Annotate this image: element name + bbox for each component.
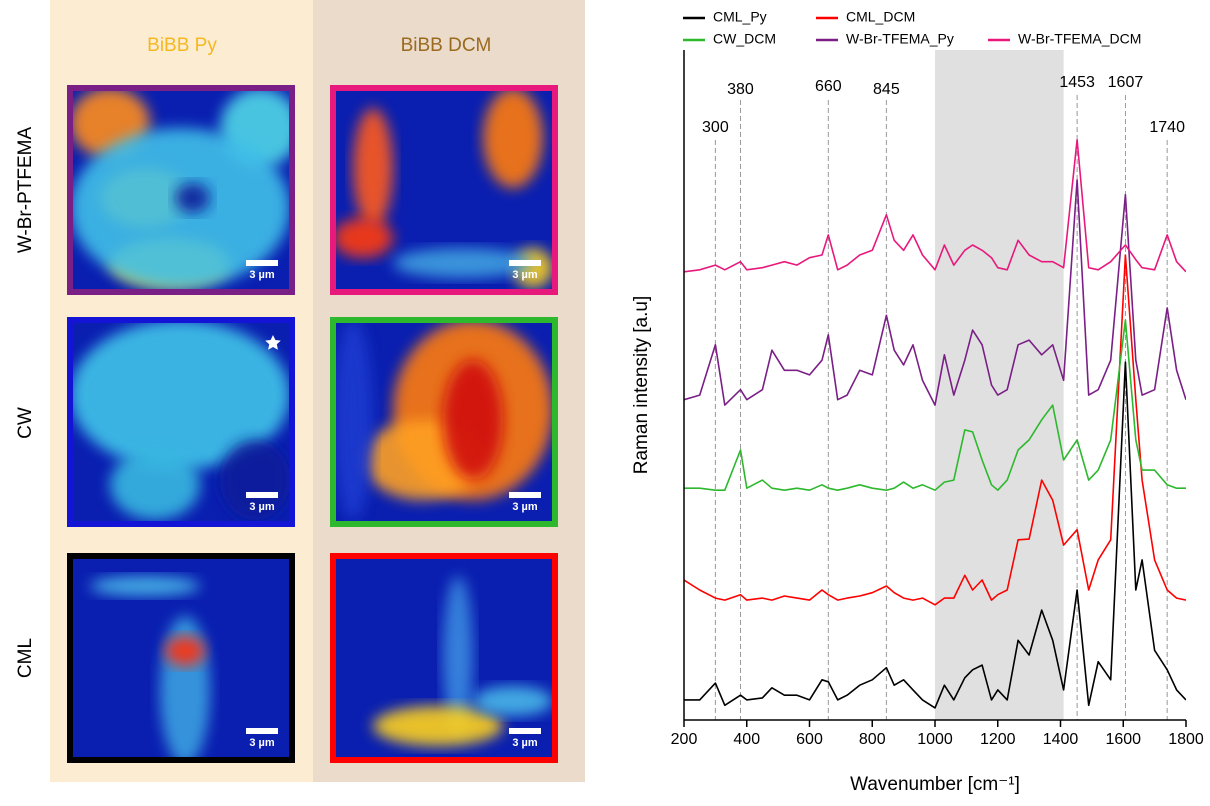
peak-label: 300 <box>702 119 729 136</box>
x-tick-label: 800 <box>859 731 886 748</box>
map-border <box>67 317 295 527</box>
map-blob <box>483 88 543 188</box>
map-border <box>330 85 558 295</box>
map-border <box>330 553 558 763</box>
map-border <box>67 85 295 295</box>
map: 3 µm <box>330 553 558 763</box>
map: 3 µm <box>67 553 295 763</box>
peak-label: 660 <box>815 78 842 95</box>
peak-label: 1740 <box>1149 119 1185 136</box>
column-header: BiBB Py <box>147 35 217 56</box>
scale-bar <box>246 492 278 498</box>
map-image <box>70 320 292 524</box>
map-blob <box>393 248 533 278</box>
spectrum-line <box>684 361 1186 709</box>
map-blob <box>443 576 473 736</box>
map-blob <box>353 108 393 228</box>
legend-label: CML_Py <box>713 9 767 25</box>
legend-label: W-Br-TFEMA_Py <box>846 31 954 47</box>
map-blob <box>220 440 290 520</box>
spectrum-line <box>684 254 1186 606</box>
scale-bar <box>509 728 541 734</box>
peak-label: 1607 <box>1108 74 1144 91</box>
spectrum-line <box>684 179 1186 406</box>
spectrum-line <box>684 319 1186 491</box>
x-tick-label: 400 <box>733 731 760 748</box>
scale-bar <box>246 260 278 266</box>
map-blob <box>473 686 553 716</box>
row-header: CML <box>15 638 36 678</box>
scale-bar-label: 3 µm <box>249 269 275 281</box>
x-tick-label: 1200 <box>980 731 1016 748</box>
maps: 3 µm 3 µm 3 µm 3 µm 3 µm 3 µm <box>67 85 558 763</box>
peak-label: 845 <box>873 81 900 98</box>
map-image <box>333 556 555 760</box>
map-image <box>70 556 292 760</box>
scale-bar-label: 3 µm <box>249 501 275 513</box>
map-blob <box>333 320 373 520</box>
legend-label: CML_DCM <box>846 9 915 25</box>
map: 3 µm <box>330 317 558 527</box>
x-axis-title: Wavenumber [cm⁻¹] <box>850 774 1020 795</box>
scale-bar-label: 3 µm <box>249 737 275 749</box>
scale-bar <box>509 492 541 498</box>
map-image <box>333 320 555 524</box>
map-blob <box>373 706 503 746</box>
x-tick-label: 1800 <box>1168 731 1204 748</box>
legend-label: CW_DCM <box>713 31 776 47</box>
chart: 300 380 660 845 1453 1607 1740 200 400 600 800 1000… <box>631 9 1204 795</box>
scale-bar-label: 3 µm <box>512 269 538 281</box>
map: 3 µm <box>67 85 295 295</box>
peak-label: 380 <box>727 81 754 98</box>
map: 3 µm <box>330 85 558 295</box>
scale-bar <box>509 260 541 266</box>
map-blob <box>443 360 503 480</box>
map-blob <box>333 218 393 258</box>
map-blob <box>70 320 290 470</box>
spectrum-line <box>684 139 1186 273</box>
map-blob <box>90 576 200 596</box>
y-axis-title: Raman intensity [a.u] <box>631 296 652 474</box>
x-tick-label: 1400 <box>1043 731 1079 748</box>
legend-label: W-Br-TFEMA_DCM <box>1018 31 1141 47</box>
x-tick-label: 1600 <box>1105 731 1141 748</box>
column-header: BiBB DCM <box>401 35 492 56</box>
scale-bar-label: 3 µm <box>512 501 538 513</box>
map-blob <box>175 183 210 213</box>
x-tick-label: 1000 <box>917 731 953 748</box>
peak-label: 1453 <box>1059 74 1095 91</box>
star <box>265 335 281 350</box>
map-blob <box>110 450 200 520</box>
scale-bar-label: 3 µm <box>512 737 538 749</box>
x-tick-label: 200 <box>671 731 698 748</box>
scale-bar <box>246 728 278 734</box>
map-border <box>330 317 558 527</box>
row-header: W-Br-PTFEMA <box>15 127 36 254</box>
map-border <box>67 553 295 763</box>
map-blob <box>165 636 205 666</box>
map: 3 µm <box>67 317 295 527</box>
map-image <box>333 88 555 292</box>
row-header: CW <box>15 407 36 439</box>
x-tick-label: 600 <box>796 731 823 748</box>
map-image <box>70 88 292 292</box>
